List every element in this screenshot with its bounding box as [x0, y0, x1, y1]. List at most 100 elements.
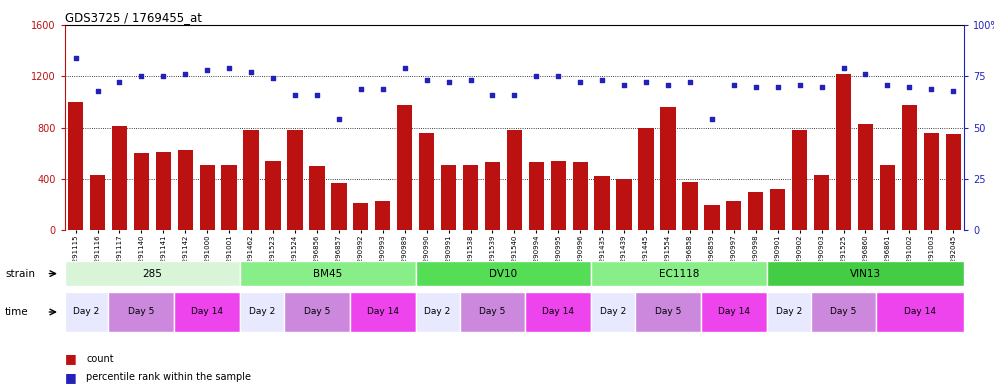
- Bar: [353, 204, 369, 230]
- Text: GDS3725 / 1769455_at: GDS3725 / 1769455_at: [65, 12, 202, 25]
- Text: Day 14: Day 14: [367, 308, 399, 316]
- Bar: [814, 175, 829, 230]
- Point: [660, 81, 676, 88]
- Point: [484, 92, 500, 98]
- Bar: [331, 183, 347, 230]
- Bar: [923, 133, 939, 230]
- Bar: [507, 130, 522, 230]
- Text: Day 5: Day 5: [830, 308, 857, 316]
- Bar: [244, 130, 258, 230]
- Point: [440, 79, 456, 86]
- Bar: [111, 126, 127, 230]
- Bar: [222, 165, 237, 230]
- Bar: [792, 130, 807, 230]
- Text: DV10: DV10: [489, 268, 518, 279]
- Text: Day 2: Day 2: [248, 308, 275, 316]
- Bar: [858, 124, 873, 230]
- Bar: [463, 165, 478, 230]
- Point: [507, 92, 523, 98]
- Bar: [178, 149, 193, 230]
- Bar: [880, 165, 895, 230]
- Text: count: count: [86, 354, 114, 364]
- Bar: [418, 133, 434, 230]
- Bar: [573, 162, 587, 230]
- Text: 285: 285: [142, 268, 162, 279]
- Text: Day 2: Day 2: [600, 308, 626, 316]
- Text: VIN13: VIN13: [850, 268, 881, 279]
- Bar: [902, 104, 917, 230]
- Point: [616, 81, 632, 88]
- Point: [529, 73, 545, 79]
- Bar: [156, 152, 171, 230]
- Point: [222, 65, 238, 71]
- Text: time: time: [5, 307, 29, 317]
- Point: [551, 73, 567, 79]
- Bar: [485, 162, 500, 230]
- Point: [791, 81, 807, 88]
- Bar: [287, 130, 302, 230]
- Bar: [265, 161, 280, 230]
- Text: EC1118: EC1118: [659, 268, 699, 279]
- Bar: [836, 74, 851, 230]
- Point: [836, 65, 852, 71]
- Bar: [89, 175, 105, 230]
- Bar: [616, 179, 632, 230]
- Point: [726, 81, 742, 88]
- Point: [397, 65, 413, 71]
- Point: [199, 67, 215, 73]
- Bar: [309, 166, 325, 230]
- Bar: [770, 189, 785, 230]
- Text: Day 5: Day 5: [304, 308, 330, 316]
- Bar: [551, 161, 566, 230]
- Point: [814, 84, 830, 90]
- Text: ■: ■: [65, 371, 77, 384]
- Bar: [200, 165, 215, 230]
- Point: [353, 86, 369, 92]
- Point: [945, 88, 961, 94]
- Point: [331, 116, 347, 122]
- Bar: [529, 162, 544, 230]
- Bar: [441, 165, 456, 230]
- Point: [309, 92, 325, 98]
- Point: [573, 79, 588, 86]
- Point: [375, 86, 391, 92]
- Text: Day 14: Day 14: [905, 308, 936, 316]
- Text: Day 5: Day 5: [479, 308, 506, 316]
- Bar: [594, 177, 610, 230]
- Bar: [704, 205, 720, 230]
- Bar: [397, 104, 413, 230]
- Text: BM45: BM45: [313, 268, 343, 279]
- Bar: [727, 201, 742, 230]
- Point: [747, 84, 763, 90]
- Point: [858, 71, 874, 77]
- Point: [594, 77, 610, 83]
- Bar: [682, 182, 698, 230]
- Text: Day 14: Day 14: [191, 308, 224, 316]
- Point: [133, 73, 149, 79]
- Point: [638, 79, 654, 86]
- Point: [111, 79, 127, 86]
- Point: [880, 81, 896, 88]
- Text: Day 2: Day 2: [775, 308, 802, 316]
- Bar: [375, 201, 391, 230]
- Point: [769, 84, 785, 90]
- Point: [265, 75, 281, 81]
- Text: Day 5: Day 5: [128, 308, 155, 316]
- Bar: [134, 153, 149, 230]
- Bar: [638, 127, 654, 230]
- Point: [704, 116, 720, 122]
- Point: [923, 86, 939, 92]
- Point: [462, 77, 478, 83]
- Text: percentile rank within the sample: percentile rank within the sample: [86, 372, 251, 382]
- Text: Day 5: Day 5: [655, 308, 681, 316]
- Text: strain: strain: [5, 268, 35, 279]
- Point: [244, 69, 259, 75]
- Point: [418, 77, 434, 83]
- Point: [177, 71, 193, 77]
- Point: [89, 88, 105, 94]
- Bar: [68, 102, 83, 230]
- Text: ■: ■: [65, 353, 77, 366]
- Bar: [660, 107, 676, 230]
- Point: [902, 84, 917, 90]
- Text: Day 2: Day 2: [424, 308, 450, 316]
